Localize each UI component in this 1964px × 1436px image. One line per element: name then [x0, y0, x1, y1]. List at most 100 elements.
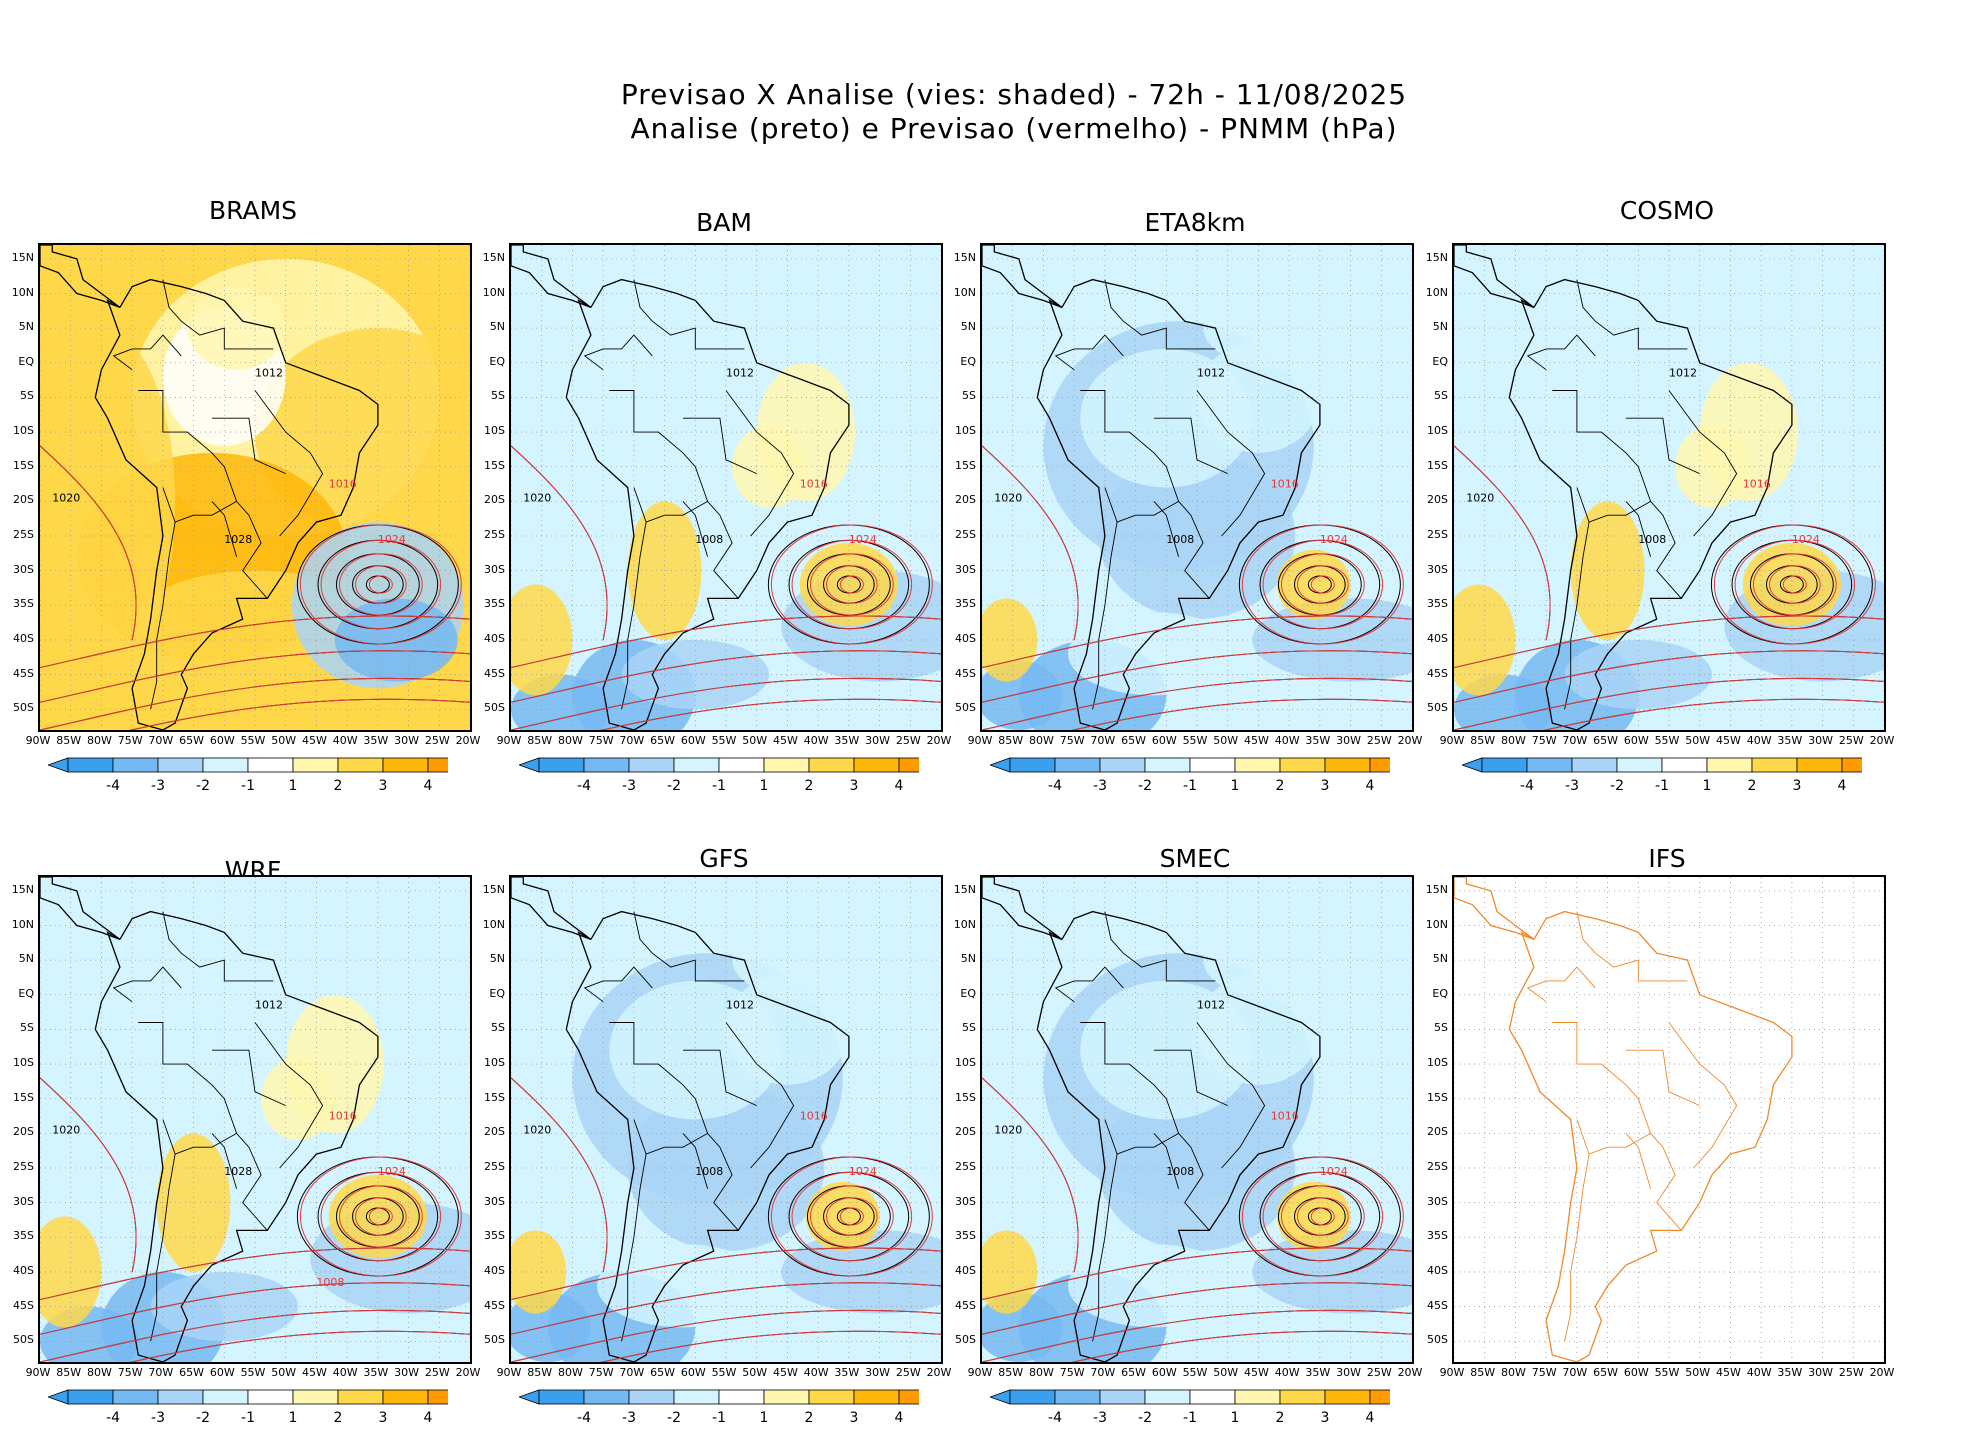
colorbar-svg	[1462, 757, 1862, 773]
map-canvas: 1012 1016 1020 1024 1008	[511, 877, 941, 1362]
lon-tick-label: 50W	[1685, 1366, 1711, 1379]
lat-tick-label: 5S	[962, 389, 976, 403]
lat-tick-label: EQ	[489, 986, 505, 1000]
lat-tick-label: 25S	[13, 528, 34, 541]
country-border	[1054, 334, 1124, 371]
lat-tick-label: 50S	[484, 1333, 505, 1347]
country-border	[725, 390, 795, 537]
isobar-line	[982, 1282, 1412, 1335]
lon-tick-label: 80W	[557, 734, 583, 747]
coastline	[982, 245, 1063, 309]
lon-tick-label: 50W	[1213, 734, 1239, 747]
colorbar-tick-label: -1	[1183, 778, 1197, 794]
lon-tick-label: 80W	[1500, 734, 1526, 747]
isobar-ellipse	[368, 575, 393, 594]
lat-tick-label: 30S	[955, 1194, 976, 1208]
isobar-ellipse	[826, 565, 878, 604]
colorbar-arrow	[519, 1389, 540, 1405]
isobar-ellipse	[791, 1171, 913, 1262]
lat-tick-label: 30S	[13, 562, 34, 576]
lat-tick-label: 5N	[489, 952, 505, 966]
bias-shading	[1564, 639, 1712, 710]
map-canvas	[1454, 877, 1884, 1362]
isobar-label: 1016	[329, 478, 357, 491]
lat-tick-label: 50S	[955, 1333, 976, 1347]
lon-tick-label: 30W	[394, 1366, 419, 1379]
country-border	[621, 1154, 647, 1342]
isobar-line	[599, 698, 941, 730]
bias-shading	[1276, 1181, 1351, 1252]
lat-tick-label: 30S	[955, 562, 976, 576]
country-border	[138, 390, 268, 599]
chart-title: Previsao X Analise (vies: shaded) - 72h …	[620, 78, 1408, 111]
lat-tick-label: 45S	[484, 666, 505, 680]
map-canvas: 1012 1016 1020 1024 1028 1008	[40, 877, 470, 1362]
lat-tick-label: 50S	[1427, 701, 1448, 715]
lat-tick-label: 15N	[1425, 250, 1448, 264]
colorbar-segment	[1009, 1389, 1056, 1405]
map-canvas: 1012 1016 1020 1024 1008	[982, 245, 1412, 730]
map-canvas: 1012 1016 1020 1024 1028	[40, 245, 470, 730]
colorbar-segment	[808, 1389, 855, 1405]
isobar-label: 1024	[1320, 1165, 1348, 1178]
isobar-ellipse	[320, 539, 442, 630]
isobar-ellipse	[770, 524, 933, 645]
isobar-label: 1020	[1466, 491, 1494, 504]
country-border	[683, 1049, 757, 1107]
isobar-label: 1024	[1320, 533, 1348, 546]
isobar-line	[128, 698, 470, 730]
colorbar-tick-label: -3	[1093, 1410, 1107, 1426]
colorbar-segment	[382, 757, 429, 773]
lat-tick-label: 15S	[955, 1090, 976, 1104]
lat-tick-label: 5N	[960, 952, 976, 966]
isobar-line	[511, 445, 608, 641]
lon-tick-label: 90W	[967, 734, 993, 747]
lat-tick-label: 10N	[482, 917, 505, 931]
isobar-ellipse	[338, 1185, 423, 1248]
isobar-label: 1012	[1669, 367, 1697, 380]
lat-tick-label: 20S	[1427, 1125, 1448, 1139]
isobar-line	[982, 1309, 1412, 1362]
coastline	[565, 910, 850, 1362]
lon-tick-label: 75W	[1531, 1366, 1557, 1379]
colorbar-tick-label: -1	[1655, 778, 1669, 794]
isobar-label: 1028	[224, 1165, 252, 1178]
colorbar-tick-label: 2	[333, 1410, 343, 1426]
lon-tick-label: 20W	[1397, 1366, 1423, 1379]
lat-tick-label: 15S	[484, 1090, 505, 1104]
lon-tick-label: 70W	[1090, 734, 1116, 747]
lat-tick-label: 25S	[1427, 528, 1448, 541]
isobar-label: 1024	[849, 533, 877, 546]
country-border	[112, 334, 182, 371]
map-canvas: 1012 1016 1020 1024 1008	[511, 245, 941, 730]
lon-tick-label: 35W	[1305, 734, 1331, 747]
lon-tick-label: 55W	[1182, 734, 1208, 747]
lat-tick-label: 10N	[1425, 285, 1448, 299]
colorbar-arrow	[990, 757, 1011, 773]
chart-subtitle: Analise (preto) e Previsao (vermelho) - …	[630, 112, 1398, 145]
coastline	[94, 910, 379, 1362]
colorbar-svg	[990, 1389, 1390, 1405]
colorbar-segment	[628, 1389, 675, 1405]
lon-tick-label: 35W	[834, 1366, 860, 1379]
colorbar: -4 -3 -2 -1 1 2 3 4	[48, 756, 448, 802]
colorbar-segment	[583, 1389, 630, 1405]
isobar-ellipse	[1310, 575, 1335, 594]
isobar-ellipse	[1310, 1207, 1335, 1226]
colorbar-tick-label: 3	[849, 778, 859, 794]
isobar-ellipse	[791, 539, 913, 630]
colorbar-segment	[67, 757, 114, 773]
lon-tick-label: 50W	[742, 734, 768, 747]
country-border	[682, 1133, 709, 1189]
isobar-label: 1008	[1166, 1165, 1194, 1178]
isobar-line	[982, 445, 1079, 641]
bias-shading	[1675, 425, 1749, 509]
country-border	[633, 911, 745, 982]
coastline	[982, 877, 1063, 941]
isobar-label: 1008	[316, 1276, 344, 1289]
country-border	[150, 522, 176, 710]
country-border	[609, 390, 739, 599]
isobar-ellipse	[1280, 1185, 1365, 1248]
lat-tick-label: 30S	[13, 1194, 34, 1208]
colorbar-segment	[157, 757, 204, 773]
